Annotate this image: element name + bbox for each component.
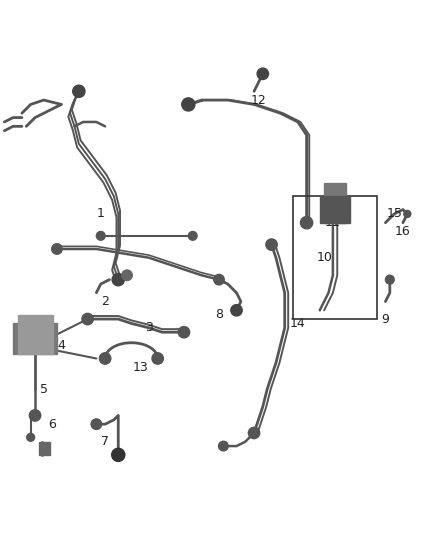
Circle shape [152,353,163,364]
Text: 16: 16 [395,225,411,238]
Circle shape [219,441,228,451]
Text: 2: 2 [101,295,109,308]
Text: 12: 12 [251,94,266,107]
Circle shape [231,304,242,316]
Bar [324,183,346,223]
Circle shape [91,419,102,430]
Circle shape [82,313,93,325]
Circle shape [99,353,111,364]
Circle shape [178,327,190,338]
Text: 9: 9 [381,312,389,326]
Circle shape [266,239,277,251]
Bar [293,197,377,319]
Text: 6: 6 [49,418,57,431]
Circle shape [214,274,224,285]
Text: 11: 11 [325,216,341,229]
Circle shape [257,68,268,79]
Circle shape [188,231,197,240]
Text: 13: 13 [132,361,148,374]
Circle shape [300,216,313,229]
Bar [320,197,350,223]
Text: 1: 1 [97,207,105,221]
Circle shape [248,427,260,439]
Text: 5: 5 [40,383,48,395]
Text: 7: 7 [101,435,109,448]
Circle shape [96,231,105,240]
Circle shape [182,98,195,111]
Text: 8: 8 [215,308,223,321]
Circle shape [73,85,85,98]
Text: 10: 10 [316,251,332,264]
Text: 3: 3 [145,321,153,334]
Bar [39,442,50,455]
Circle shape [385,275,394,284]
Bar [18,314,53,354]
Bar [13,324,57,354]
Circle shape [112,273,124,286]
Circle shape [27,433,35,441]
Circle shape [52,244,62,254]
Circle shape [29,410,41,421]
Circle shape [404,211,411,217]
Text: 15: 15 [386,207,402,221]
Circle shape [112,448,125,462]
Text: 4: 4 [57,339,65,352]
Circle shape [122,270,132,280]
Text: 14: 14 [290,317,306,330]
